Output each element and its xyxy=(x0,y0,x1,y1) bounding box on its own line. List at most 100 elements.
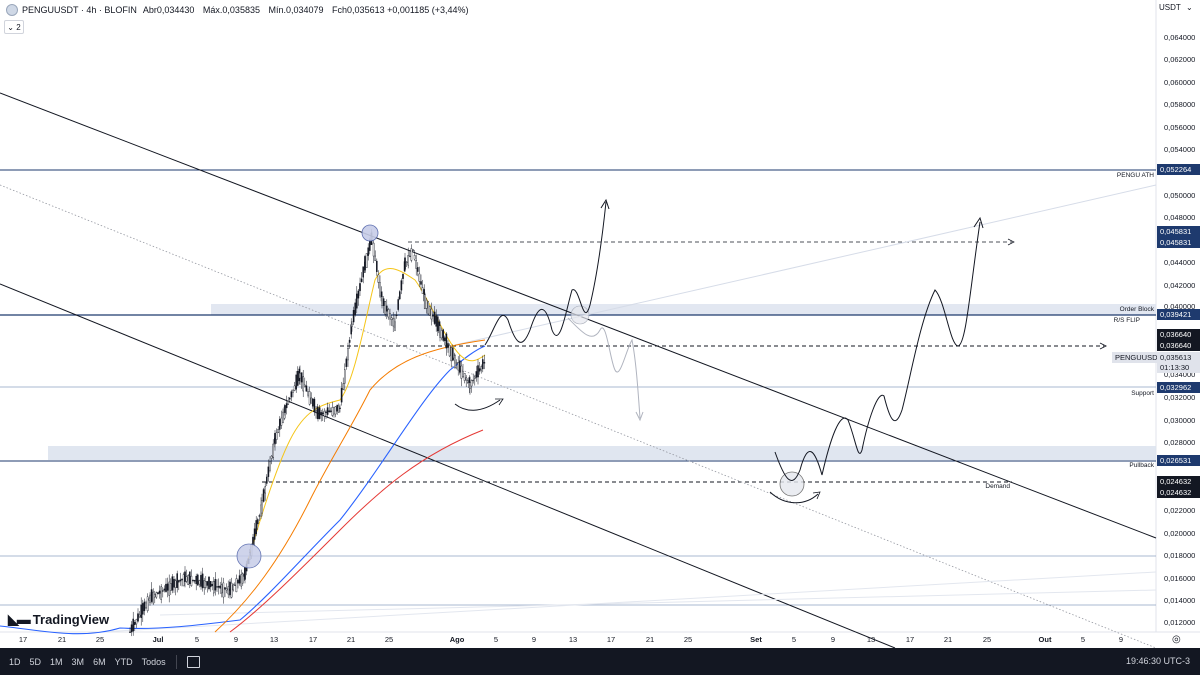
chart-canvas[interactable] xyxy=(0,0,1200,648)
candle-body xyxy=(323,410,326,417)
high-price-label: 0,045831 xyxy=(1157,237,1200,248)
candle-body xyxy=(209,581,212,588)
time-tick: 5 xyxy=(791,635,797,644)
candle-body xyxy=(181,578,183,581)
range-1d-button[interactable]: 1D xyxy=(9,656,21,667)
high-marker-circle xyxy=(361,224,379,242)
candle-body xyxy=(394,321,396,331)
candle-body xyxy=(295,374,298,390)
candle-body xyxy=(339,407,341,409)
candle-body xyxy=(344,369,346,384)
candle-body xyxy=(224,587,226,590)
time-tick: 13 xyxy=(269,635,279,644)
demand-arc xyxy=(769,491,819,504)
demand-price-label: 0,024632 xyxy=(1157,476,1200,487)
tradingview-logo[interactable]: ◣▬ TradingView xyxy=(8,611,109,628)
candle-body xyxy=(459,360,461,373)
current-price-label: 0,035613 xyxy=(1157,352,1200,363)
candle-body xyxy=(417,267,419,272)
candle-body xyxy=(447,343,449,348)
settings-gear-icon[interactable]: ◎ xyxy=(1172,634,1181,645)
candle-body xyxy=(377,274,380,283)
candle-body xyxy=(240,574,243,587)
candle-body xyxy=(392,318,395,327)
price-tick: 0,032000 xyxy=(1164,393,1196,402)
candle-body xyxy=(146,596,149,612)
candle-body xyxy=(450,347,453,362)
candle-body xyxy=(293,385,296,391)
price-tick: 0,018000 xyxy=(1164,551,1196,560)
candle-body xyxy=(274,433,276,445)
range-3m-button[interactable]: 3M xyxy=(71,656,85,667)
candle-body xyxy=(452,347,454,361)
ema-mid-line xyxy=(214,339,486,633)
candle-body xyxy=(225,588,228,591)
clock-timezone[interactable]: 19:46:30 UTC-3 xyxy=(1125,656,1190,666)
candle-body xyxy=(300,372,303,383)
price-tick: 0,022000 xyxy=(1164,506,1196,515)
candle-body xyxy=(129,631,131,633)
range-all-button[interactable]: Todos xyxy=(141,656,166,667)
recovery-projection-path xyxy=(774,221,981,481)
candle-body xyxy=(168,581,171,596)
time-tick: 21 xyxy=(943,635,953,644)
time-tick: 13 xyxy=(568,635,578,644)
range-6m-button[interactable]: 6M xyxy=(93,656,106,667)
candle-body xyxy=(415,260,418,269)
chevron-down-icon[interactable]: ⌄ xyxy=(1186,3,1193,12)
price-tick: 0,012000 xyxy=(1164,618,1196,627)
price-tick: 0,050000 xyxy=(1164,191,1196,200)
candle-body xyxy=(214,579,217,591)
candle-body xyxy=(158,590,161,594)
candle-body xyxy=(465,377,468,381)
currency-selector[interactable]: USDT xyxy=(1159,3,1181,12)
indicators-toggle-button[interactable]: ⌄ 2 xyxy=(4,20,24,34)
candle-body xyxy=(475,371,478,378)
arrowhead-icon xyxy=(1007,238,1015,246)
time-tick: 9 xyxy=(830,635,836,644)
candle-body xyxy=(457,362,460,371)
time-tick: 21 xyxy=(645,635,655,644)
price-tick: 0,054000 xyxy=(1164,145,1196,154)
candle-body xyxy=(270,455,273,459)
time-tick: 9 xyxy=(531,635,537,644)
candle-body xyxy=(280,417,283,426)
candle-body xyxy=(444,337,446,341)
candle-body xyxy=(237,579,239,584)
candle-body xyxy=(220,584,223,594)
candle-body xyxy=(130,624,133,633)
symbol-title[interactable]: PENGUUSDT · 4h · BLOFIN xyxy=(22,5,137,15)
candle-body xyxy=(374,255,377,262)
range-ytd-button[interactable]: YTD xyxy=(114,656,133,667)
candle-body xyxy=(467,380,469,383)
time-tick: Ago xyxy=(449,635,465,644)
candle-body xyxy=(400,280,403,291)
ohlc-low: Mín.0,034079 xyxy=(268,5,324,15)
candle-body xyxy=(342,383,345,390)
channel-lower-line xyxy=(0,283,896,648)
price-tick: 0,016000 xyxy=(1164,574,1196,583)
range-1m-button[interactable]: 1M xyxy=(50,656,63,667)
candle-body xyxy=(304,384,306,388)
candle-body xyxy=(395,314,398,316)
candle-body xyxy=(331,407,334,416)
candle-body xyxy=(188,571,191,584)
candle-body xyxy=(412,249,414,251)
time-tick: 5 xyxy=(194,635,200,644)
candle-body xyxy=(425,299,428,309)
time-tick: Set xyxy=(750,635,762,644)
candle-body xyxy=(137,613,139,622)
candlestick-series xyxy=(129,229,486,637)
pullback-annotation: Pullback xyxy=(1129,462,1154,469)
rs-flip-price-label: 0,039421 xyxy=(1157,309,1200,320)
candle-body xyxy=(253,528,256,540)
ohlc-open: Abr0,034430 xyxy=(142,5,195,15)
candle-body xyxy=(208,576,210,590)
candle-body xyxy=(143,601,146,612)
candle-body xyxy=(261,499,263,514)
candle-body xyxy=(184,571,186,582)
calendar-range-icon[interactable] xyxy=(186,655,200,668)
candle-body xyxy=(297,370,299,386)
arrowhead-icon xyxy=(1099,342,1108,350)
range-5d-button[interactable]: 5D xyxy=(29,656,42,667)
